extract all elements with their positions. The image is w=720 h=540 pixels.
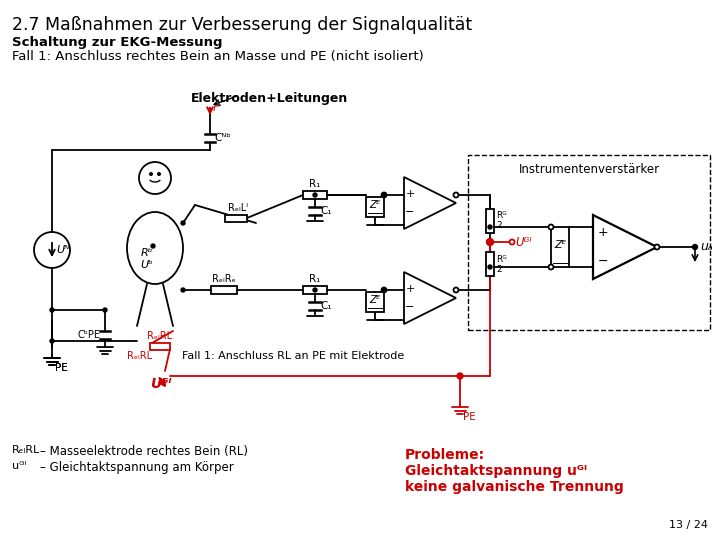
Text: 2: 2	[496, 265, 502, 273]
Circle shape	[158, 173, 161, 176]
Circle shape	[382, 193, 386, 197]
Text: −: −	[405, 207, 415, 217]
Circle shape	[454, 192, 459, 198]
Text: RₑₗLᴵ: RₑₗLᴵ	[228, 203, 248, 213]
Text: R₁: R₁	[310, 179, 320, 189]
Text: Instrumentenverstärker: Instrumentenverstärker	[518, 163, 660, 176]
Text: Schaltung zur EKG-Messung: Schaltung zur EKG-Messung	[12, 36, 222, 49]
Circle shape	[181, 288, 185, 292]
Text: 2.7 Maßnahmen zur Verbesserung der Signalqualität: 2.7 Maßnahmen zur Verbesserung der Signa…	[12, 16, 472, 34]
Circle shape	[382, 192, 387, 198]
Circle shape	[151, 244, 155, 248]
Text: Uᴺ: Uᴺ	[56, 245, 69, 255]
Circle shape	[313, 288, 317, 292]
Text: keine galvanische Trennung: keine galvanische Trennung	[405, 480, 624, 494]
Circle shape	[382, 287, 387, 293]
Text: Zᴱ: Zᴱ	[369, 295, 381, 305]
Text: −: −	[598, 254, 608, 267]
Text: RₑₗRL: RₑₗRL	[148, 331, 173, 341]
Bar	[551, 227, 569, 267]
Text: PE: PE	[463, 412, 476, 422]
Text: RₑₗRL: RₑₗRL	[127, 351, 152, 361]
Text: Probleme:: Probleme:	[405, 448, 485, 462]
Text: iᴰ: iᴰ	[213, 103, 222, 113]
Text: PE: PE	[55, 363, 68, 373]
Text: Uᴳᴵ: Uᴳᴵ	[150, 377, 171, 391]
Text: +: +	[405, 284, 415, 294]
Text: R₁: R₁	[310, 274, 320, 284]
Bar	[303, 191, 327, 199]
Circle shape	[150, 173, 153, 176]
Text: – Masseelektrode rechtes Bein (RL): – Masseelektrode rechtes Bein (RL)	[40, 445, 248, 458]
Circle shape	[693, 245, 698, 249]
Text: CᵇPE: CᵇPE	[78, 330, 101, 340]
Text: Gleichtaktspannung uᴳᴵ: Gleichtaktspannung uᴳᴵ	[405, 464, 587, 478]
Circle shape	[50, 308, 54, 312]
Text: Rᴳ: Rᴳ	[496, 212, 507, 220]
Bar	[468, 155, 710, 330]
Text: Elektroden+Leitungen: Elektroden+Leitungen	[192, 92, 348, 105]
Text: Zᴱ: Zᴱ	[554, 240, 566, 250]
Text: PE: PE	[55, 363, 68, 373]
Circle shape	[454, 287, 459, 293]
Text: RₑₗRL: RₑₗRL	[12, 445, 40, 455]
Bar	[150, 342, 170, 349]
Circle shape	[382, 288, 386, 292]
Circle shape	[549, 265, 554, 269]
Text: 13 / 24: 13 / 24	[669, 520, 708, 530]
Circle shape	[181, 221, 185, 225]
Circle shape	[488, 265, 492, 269]
Text: C₁: C₁	[320, 301, 332, 311]
Circle shape	[457, 373, 463, 379]
Text: Uᵇ: Uᵇ	[140, 260, 153, 270]
Text: Uᴳᴵ: Uᴳᴵ	[515, 235, 531, 248]
Text: Cᴺᵇ: Cᴺᵇ	[214, 133, 230, 143]
Text: Rᴳ: Rᴳ	[496, 254, 507, 264]
Circle shape	[654, 245, 660, 249]
Text: C₁: C₁	[320, 206, 332, 216]
Text: Fall 1: Anschluss RL an PE mit Elektrode: Fall 1: Anschluss RL an PE mit Elektrode	[182, 351, 404, 361]
Text: +: +	[598, 226, 608, 240]
Text: uₐ: uₐ	[700, 240, 713, 253]
Text: +: +	[405, 189, 415, 199]
Bar	[211, 286, 237, 294]
Circle shape	[510, 240, 515, 245]
Text: RₑₗRₑ: RₑₗRₑ	[212, 274, 236, 284]
Text: Zᴱ: Zᴱ	[369, 200, 381, 210]
Circle shape	[487, 239, 493, 246]
Bar	[366, 197, 384, 217]
Circle shape	[103, 308, 107, 312]
Circle shape	[488, 225, 492, 229]
Circle shape	[313, 193, 317, 197]
Circle shape	[549, 225, 554, 230]
Bar	[225, 214, 247, 221]
Bar	[303, 286, 327, 294]
Bar	[486, 209, 494, 233]
Text: Fall 1: Anschluss rechtes Bein an Masse und PE (nicht isoliert): Fall 1: Anschluss rechtes Bein an Masse …	[12, 50, 424, 63]
Text: −: −	[405, 302, 415, 312]
Text: 2: 2	[496, 221, 502, 231]
Text: – Gleichtaktspannung am Körper: – Gleichtaktspannung am Körper	[40, 461, 234, 474]
Bar	[366, 292, 384, 312]
Text: Rᵇ: Rᵇ	[140, 248, 153, 258]
Text: uᴳᴵ: uᴳᴵ	[12, 461, 27, 471]
Bar	[486, 252, 494, 276]
Circle shape	[50, 339, 54, 343]
